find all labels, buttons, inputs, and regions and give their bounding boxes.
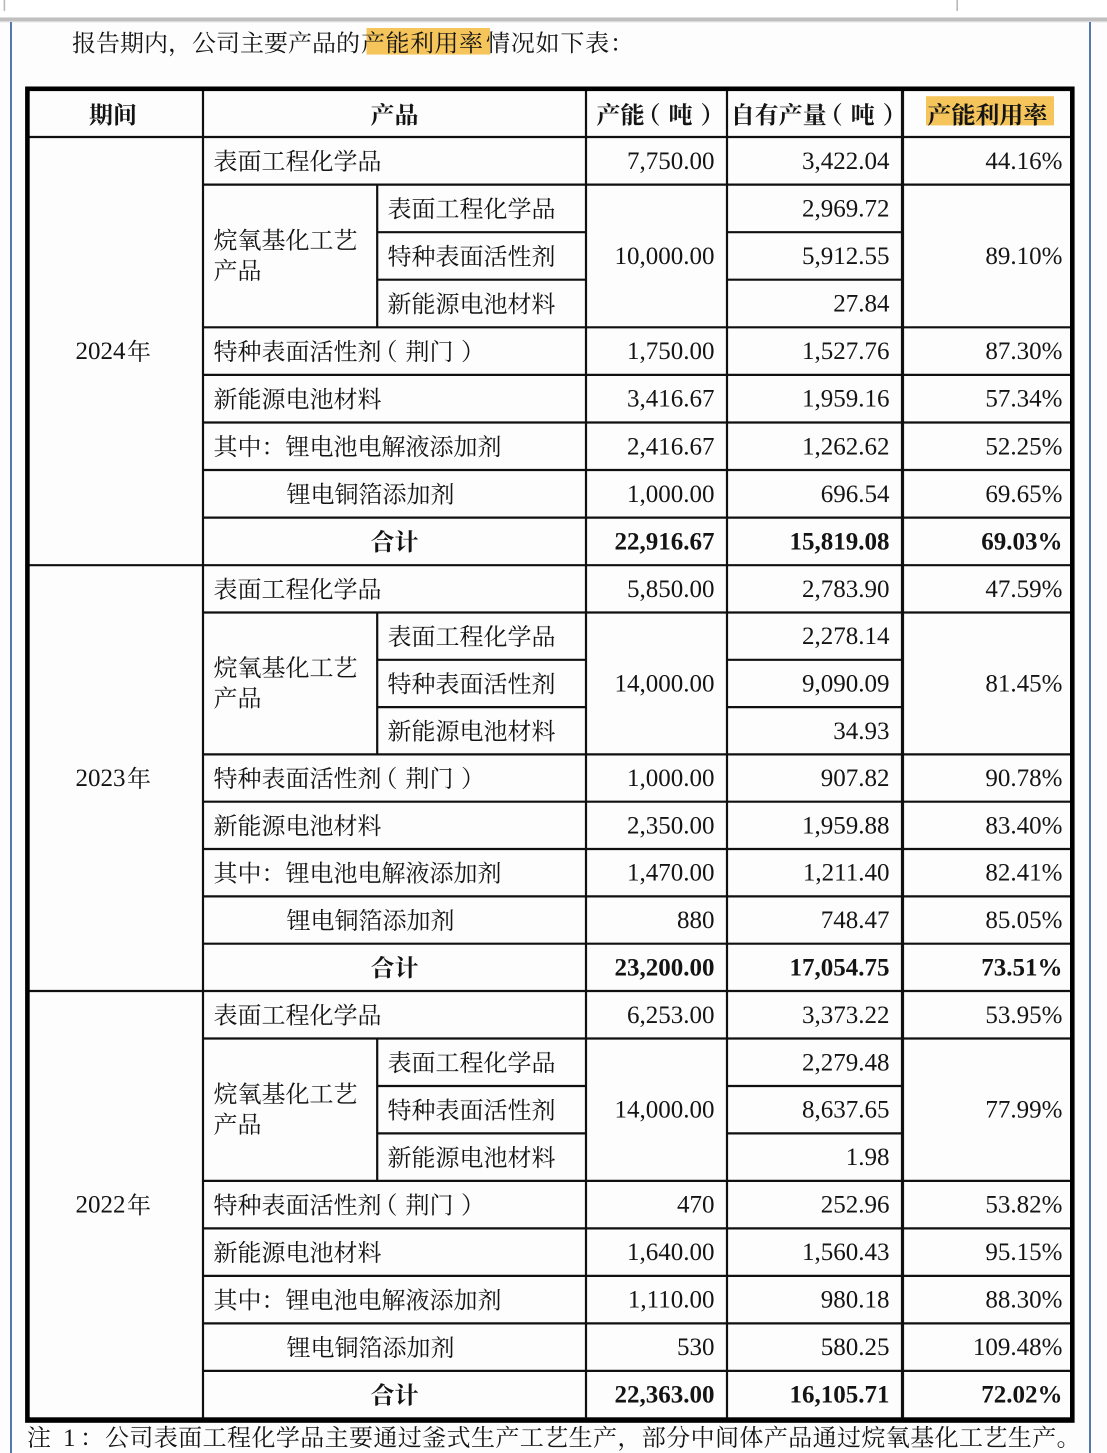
svg-text:1,470.00: 1,470.00 [627,860,715,887]
svg-text:34.93: 34.93 [833,718,889,745]
svg-text:82.41%: 82.41% [985,860,1062,887]
svg-text:1,211.40: 1,211.40 [803,860,890,887]
svg-text:17,054.75: 17,054.75 [790,954,890,981]
svg-text:1,750.00: 1,750.00 [627,338,715,365]
svg-text:5,912.55: 5,912.55 [802,243,890,270]
svg-text:53.82%: 53.82% [985,1192,1062,1219]
svg-text:3,373.22: 3,373.22 [802,1002,890,1029]
svg-text:2024: 2024 [76,338,127,365]
svg-text:16,105.71: 16,105.71 [790,1382,890,1409]
svg-text:23,200.00: 23,200.00 [615,954,715,981]
svg-text:69.65%: 69.65% [985,481,1062,508]
svg-text:907.82: 907.82 [821,765,890,792]
svg-text:2,783.90: 2,783.90 [802,576,890,603]
svg-text:1,527.76: 1,527.76 [802,338,890,365]
svg-text:3,422.04: 3,422.04 [802,148,890,175]
svg-text:5,850.00: 5,850.00 [627,576,715,603]
svg-text:1,110.00: 1,110.00 [628,1287,715,1314]
svg-text:2,279.48: 2,279.48 [802,1049,890,1076]
svg-text:1,640.00: 1,640.00 [627,1239,715,1266]
svg-text:73.51%: 73.51% [981,954,1062,981]
svg-text:2022: 2022 [76,1192,126,1219]
svg-text:89.10%: 89.10% [985,243,1062,270]
svg-text:530: 530 [677,1334,715,1361]
svg-text:47.59%: 47.59% [985,576,1062,603]
svg-text:2,350.00: 2,350.00 [627,812,715,839]
svg-text:1,000.00: 1,000.00 [627,481,715,508]
svg-text:580.25: 580.25 [821,1334,890,1361]
svg-text:27.84: 27.84 [833,291,890,318]
svg-text:14,000.00: 14,000.00 [615,1097,715,1124]
svg-text:1: 1 [63,1425,76,1452]
svg-text:2,416.67: 2,416.67 [627,433,715,460]
svg-text:3,416.67: 3,416.67 [627,386,715,413]
svg-text:696.54: 696.54 [821,481,890,508]
svg-text:57.34%: 57.34% [985,386,1062,413]
svg-text:8,637.65: 8,637.65 [802,1097,890,1124]
svg-text:1.98: 1.98 [846,1144,890,1171]
svg-text:22,916.67: 22,916.67 [615,528,715,555]
svg-text:748.47: 748.47 [821,907,890,934]
svg-text:85.05%: 85.05% [985,907,1062,934]
svg-text:15,819.08: 15,819.08 [790,528,890,555]
svg-text:6,253.00: 6,253.00 [627,1002,715,1029]
svg-text:9,090.09: 9,090.09 [802,670,890,697]
svg-text:53.95%: 53.95% [985,1002,1062,1029]
svg-text:87.30%: 87.30% [985,338,1062,365]
svg-text:22,363.00: 22,363.00 [615,1382,715,1409]
svg-text:1,560.43: 1,560.43 [802,1239,890,1266]
svg-text:109.48%: 109.48% [973,1334,1063,1361]
svg-text:470: 470 [677,1192,715,1219]
svg-text:1,000.00: 1,000.00 [627,765,715,792]
svg-text:77.99%: 77.99% [985,1097,1062,1124]
svg-text:1,959.88: 1,959.88 [802,812,890,839]
svg-text:2023: 2023 [76,765,126,792]
svg-text:880: 880 [677,907,715,934]
svg-text:44.16%: 44.16% [985,148,1062,175]
svg-text:90.78%: 90.78% [985,765,1062,792]
svg-text:2,969.72: 2,969.72 [802,195,890,222]
svg-text:252.96: 252.96 [821,1192,890,1219]
svg-text:2,278.14: 2,278.14 [802,623,890,650]
svg-text:72.02%: 72.02% [981,1382,1062,1409]
svg-text:52.25%: 52.25% [985,433,1062,460]
svg-text:95.15%: 95.15% [985,1239,1062,1266]
svg-text:980.18: 980.18 [821,1287,890,1314]
svg-text:14,000.00: 14,000.00 [615,670,715,697]
svg-text:7,750.00: 7,750.00 [627,148,715,175]
svg-text:83.40%: 83.40% [985,812,1062,839]
svg-text:10,000.00: 10,000.00 [615,243,715,270]
svg-text:1,262.62: 1,262.62 [802,433,890,460]
svg-text:1,959.16: 1,959.16 [802,386,890,413]
svg-text:81.45%: 81.45% [985,670,1062,697]
svg-text:88.30%: 88.30% [985,1287,1062,1314]
svg-text:69.03%: 69.03% [981,528,1062,555]
